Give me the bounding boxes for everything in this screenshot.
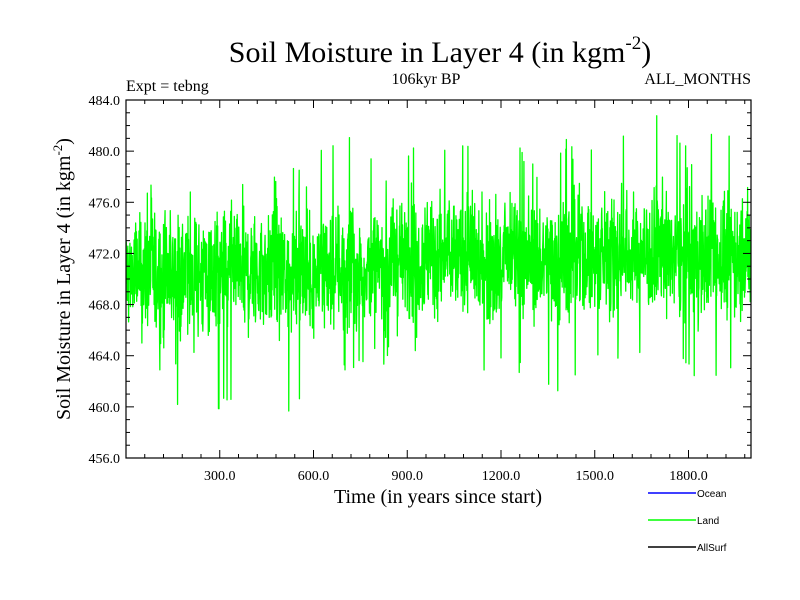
y-tick-labels: 456.0 460.0 464.0 468.0 472.0 476.0 480.0 484.0 xyxy=(89,94,121,467)
ticks-layer xyxy=(126,99,751,459)
legend-label-ocean: Ocean xyxy=(697,489,726,500)
y-tick-label: 456.0 xyxy=(89,452,121,467)
y-tick-label: 472.0 xyxy=(89,247,121,262)
chart-title-suffix: ) xyxy=(641,36,651,69)
subtitle-experiment: Expt = tebng xyxy=(126,78,209,95)
series-line-land xyxy=(126,115,751,412)
y-axis-label-main: Soil Moisture in Layer 4 (in kgm xyxy=(53,155,75,420)
x-tick-label: 1800.0 xyxy=(669,469,708,484)
x-tick-labels: 300.0 600.0 900.0 1200.0 1500.0 1800.0 xyxy=(204,469,708,484)
y-tick-label: 480.0 xyxy=(89,145,121,160)
x-tick-label: 1200.0 xyxy=(482,469,521,484)
legend-label-allsurf: AllSurf xyxy=(697,543,727,554)
x-tick-label: 1500.0 xyxy=(576,469,615,484)
legend: Ocean Land AllSurf xyxy=(648,489,727,554)
y-tick-label: 484.0 xyxy=(89,94,121,109)
legend-label-land: Land xyxy=(697,516,719,527)
chart-title: Soil Moisture in Layer 4 (in kgm-2) xyxy=(229,33,651,69)
x-tick-label: 300.0 xyxy=(204,469,236,484)
y-tick-label: 464.0 xyxy=(89,350,121,365)
y-tick-label: 460.0 xyxy=(89,401,121,416)
y-tick-label: 476.0 xyxy=(89,196,121,211)
y-tick-label: 468.0 xyxy=(89,299,121,314)
chart-title-superscript: -2 xyxy=(625,33,641,54)
y-axis-label-superscript: -2 xyxy=(50,145,65,156)
x-tick-label: 600.0 xyxy=(298,469,330,484)
x-axis-label: Time (in years since start) xyxy=(334,486,542,508)
y-axis-label-suffix: ) xyxy=(53,138,75,145)
subtitle-months: ALL_MONTHS xyxy=(644,71,751,88)
chart-title-main: Soil Moisture in Layer 4 (in kgm xyxy=(229,36,626,69)
y-axis-label: Soil Moisture in Layer 4 (in kgm-2) xyxy=(50,138,75,420)
series-layer xyxy=(126,115,751,412)
x-tick-label: 900.0 xyxy=(392,469,424,484)
subtitle-period: 106kyr BP xyxy=(392,71,461,88)
